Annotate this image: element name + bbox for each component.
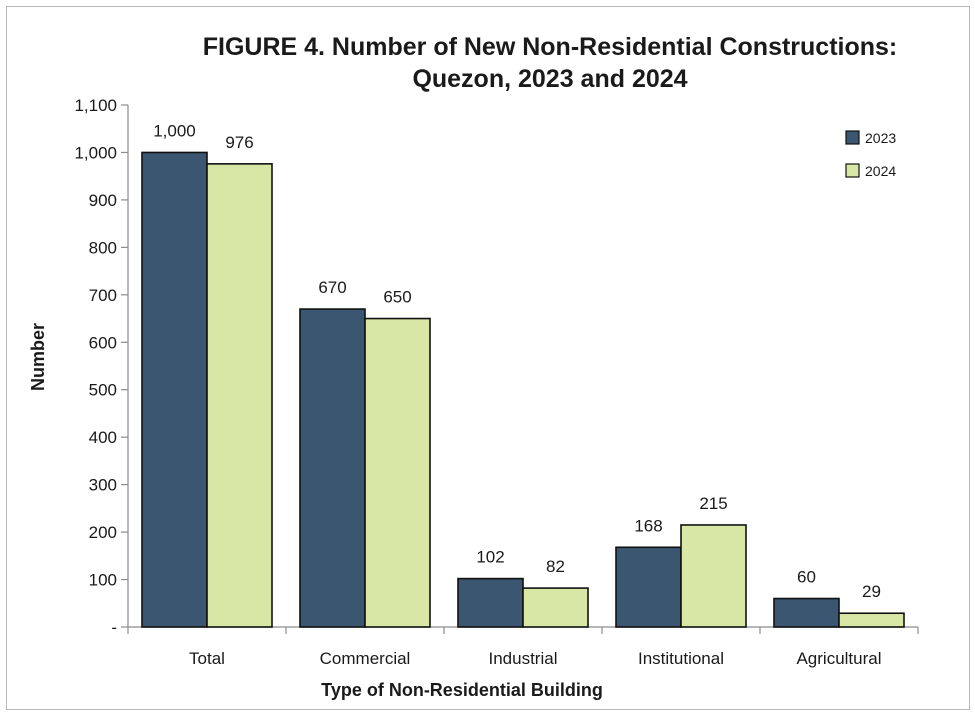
data-label-2023-industrial: 102 [476, 548, 504, 567]
y-tick-label: 500 [89, 381, 117, 400]
bar-2023-industrial [457, 577, 524, 628]
bar-2024-industrial [522, 587, 589, 628]
data-label-2023-total: 1,000 [153, 121, 196, 140]
x-tick-label: Agricultural [796, 649, 881, 668]
legend-swatch-2023 [845, 130, 860, 145]
data-label-2024-total: 976 [225, 133, 253, 152]
bar-2023-institutional [615, 546, 682, 628]
x-tick-label: Institutional [638, 649, 724, 668]
chart-title-line-2: Quezon, 2023 and 2024 [412, 65, 688, 93]
bar-2024-institutional [680, 524, 747, 628]
data-label-2024-institutional: 215 [699, 494, 727, 513]
x-tick-label: Total [189, 649, 225, 668]
y-axis-title: Number [28, 323, 48, 391]
y-tick-label: 400 [89, 428, 117, 447]
data-label-2024-commercial: 650 [383, 288, 411, 307]
y-tick-label: 700 [89, 286, 117, 305]
legend: 2023 2024 [845, 130, 896, 179]
y-tick-label: 200 [89, 523, 117, 542]
y-tick-label: 1,000 [74, 143, 117, 162]
bar-2024-agricultural [838, 612, 905, 628]
y-tick-label: 600 [89, 333, 117, 352]
data-label-2023-agricultural: 60 [797, 568, 816, 587]
data-label-2023-commercial: 670 [318, 278, 346, 297]
x-tick-label: Commercial [320, 649, 411, 668]
y-tick-label: - [111, 618, 117, 637]
legend-label-2023: 2023 [865, 130, 896, 146]
data-label-2024-agricultural: 29 [862, 582, 881, 601]
legend-label-2024: 2024 [865, 163, 896, 179]
bar-2023-total [141, 151, 208, 628]
chart-title-line-1: FIGURE 4. Number of New Non-Residential … [202, 33, 898, 61]
bar-2023-agricultural [773, 597, 840, 628]
data-labels: 1,000 976 670 650 102 82 168 215 60 29 [153, 121, 881, 601]
x-axis-title: Type of Non-Residential Building [321, 680, 603, 700]
data-label-2024-industrial: 82 [546, 557, 565, 576]
y-axis: - 100 200 300 400 500 600 700 800 900 1,000 1,100 [74, 96, 129, 637]
y-tick-label: 800 [89, 238, 117, 257]
bar-2024-commercial [364, 317, 431, 628]
x-axis: Total Commercial Industrial Institutional Ag… [127, 626, 919, 668]
y-tick-label: 900 [89, 191, 117, 210]
x-tick-label: Industrial [489, 649, 558, 668]
bars [141, 151, 905, 628]
bar-2024-total [206, 163, 273, 628]
y-tick-label: 100 [89, 571, 117, 590]
y-tick-label: 1,100 [74, 96, 117, 115]
y-tick-label: 300 [89, 476, 117, 495]
bar-2023-commercial [299, 308, 366, 628]
legend-swatch-2024 [845, 163, 860, 178]
data-label-2023-institutional: 168 [634, 516, 662, 535]
